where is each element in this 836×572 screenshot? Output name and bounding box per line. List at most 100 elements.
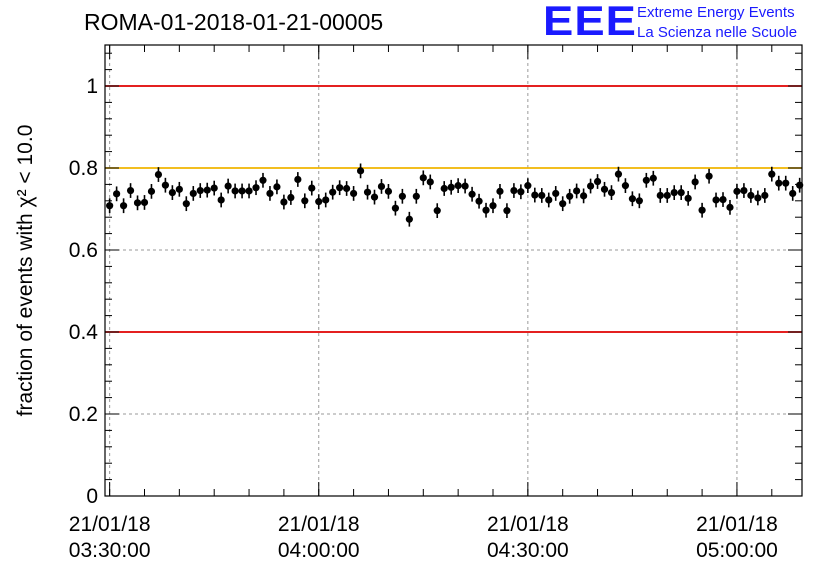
data-point xyxy=(607,189,616,197)
data-point xyxy=(733,187,741,195)
y-axis-label: fraction of events with χ² < 10.0 xyxy=(14,125,37,417)
data-point xyxy=(343,184,351,193)
y-tick-label: 0.6 xyxy=(69,239,98,262)
data-point xyxy=(642,176,650,184)
data-points xyxy=(106,163,804,227)
y-tick-label: 0.2 xyxy=(69,403,98,426)
data-point xyxy=(147,187,156,195)
data-point xyxy=(600,185,609,193)
data-point xyxy=(552,189,560,198)
data-point xyxy=(531,191,539,199)
data-point xyxy=(280,198,288,206)
y-axis: 0 0.2 0.4 0.6 0.8 1 xyxy=(69,52,802,508)
data-point xyxy=(245,187,253,195)
data-point xyxy=(468,190,476,198)
x-tick-time: 05:00:00 xyxy=(696,539,778,562)
data-point xyxy=(440,184,448,193)
data-point xyxy=(405,215,413,223)
data-point xyxy=(196,186,204,195)
eee-logo: EEE Extreme Energy Events La Scienza nel… xyxy=(543,0,833,44)
data-point xyxy=(580,192,588,200)
data-point xyxy=(294,175,302,184)
x-tick-time: 04:00:00 xyxy=(278,539,360,562)
data-point xyxy=(433,207,441,215)
data-point xyxy=(705,172,713,180)
x-tick-date: 21/01/18 xyxy=(487,513,569,536)
data-point xyxy=(614,170,623,178)
data-point xyxy=(154,170,163,179)
data-point xyxy=(287,193,295,202)
logo-line-2: La Scienza nelle Scuole xyxy=(637,24,798,41)
data-point xyxy=(252,184,260,192)
data-point xyxy=(761,191,769,200)
data-point xyxy=(161,181,170,189)
y-tick-label: 0 xyxy=(86,485,98,508)
data-point xyxy=(740,186,748,195)
data-point xyxy=(315,198,323,206)
data-point xyxy=(182,200,190,208)
data-point xyxy=(593,177,602,186)
data-point xyxy=(559,200,567,208)
data-point xyxy=(628,195,636,203)
data-point xyxy=(217,196,225,204)
data-point xyxy=(517,188,525,196)
data-point xyxy=(231,187,239,195)
data-point xyxy=(356,167,365,175)
data-point xyxy=(259,176,267,184)
data-point xyxy=(168,189,176,197)
data-point xyxy=(322,196,330,204)
data-point xyxy=(747,191,755,200)
data-point xyxy=(712,196,720,204)
data-point xyxy=(238,187,246,195)
data-point xyxy=(684,194,692,202)
data-point xyxy=(377,182,386,191)
plot-frame xyxy=(104,44,803,497)
data-point xyxy=(698,206,706,214)
x-tick-date: 21/01/18 xyxy=(69,513,151,536)
data-point xyxy=(266,189,274,198)
x-tick-date: 21/01/18 xyxy=(278,513,360,536)
data-point xyxy=(126,186,135,195)
data-point xyxy=(113,190,121,198)
data-point xyxy=(482,206,490,214)
data-point xyxy=(391,204,400,212)
data-point xyxy=(621,182,630,190)
data-point xyxy=(545,196,553,204)
data-point xyxy=(140,198,149,207)
data-point xyxy=(133,199,142,207)
data-point xyxy=(370,193,379,201)
data-point xyxy=(175,185,183,193)
data-point xyxy=(224,182,232,190)
data-point xyxy=(510,186,518,195)
data-point xyxy=(349,189,358,198)
data-point xyxy=(691,178,699,186)
data-point xyxy=(189,189,197,198)
x-tick-time: 03:30:00 xyxy=(69,539,151,562)
logo-line-1: Extreme Energy Events xyxy=(637,4,795,21)
data-point xyxy=(789,189,797,198)
y-tick-label: 0.4 xyxy=(69,321,99,344)
data-point xyxy=(210,184,218,192)
data-point xyxy=(461,182,469,190)
data-point xyxy=(301,197,309,205)
data-point xyxy=(273,183,281,191)
data-point xyxy=(106,202,114,210)
data-point xyxy=(677,189,685,197)
data-point xyxy=(419,174,427,182)
y-tick-label: 1 xyxy=(86,75,98,98)
data-point xyxy=(475,197,483,205)
data-point xyxy=(426,178,434,186)
y-tick-label: 0.8 xyxy=(69,157,98,180)
data-point xyxy=(336,184,344,192)
data-point xyxy=(398,192,406,200)
data-point xyxy=(454,182,462,190)
data-point xyxy=(670,189,678,197)
data-point xyxy=(489,202,497,210)
x-tick-date: 21/01/18 xyxy=(696,513,778,536)
data-point xyxy=(573,187,581,195)
data-point xyxy=(754,194,762,202)
data-point xyxy=(496,187,504,195)
data-point xyxy=(412,192,420,200)
data-point xyxy=(308,184,316,192)
